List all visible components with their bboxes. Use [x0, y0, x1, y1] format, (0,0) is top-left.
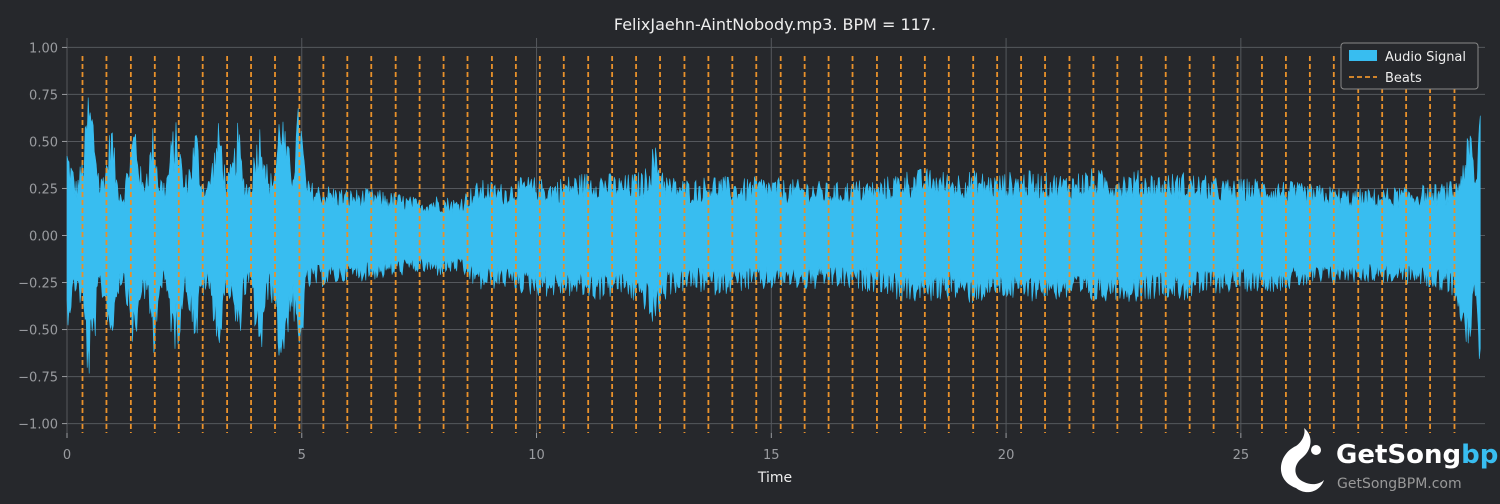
y-tick-label: −0.75: [18, 371, 58, 386]
x-tick-label: 15: [763, 448, 780, 463]
chart-title: FelixJaehn-AintNobody.mp3. BPM = 117.: [614, 15, 936, 34]
watermark-logo: GetSongbpm GetSongBPM.com: [1280, 428, 1500, 493]
y-tick-label: 0.75: [29, 88, 58, 103]
x-tick-label: 5: [298, 448, 306, 463]
audio-signal-area: [66, 97, 1481, 374]
x-axis-label: Time: [757, 470, 792, 486]
y-tick-label: −1.00: [18, 418, 58, 433]
bird-note-logo-icon: [1280, 428, 1324, 493]
x-tick-label: 0: [63, 448, 71, 463]
y-tick-label: −0.50: [18, 324, 58, 339]
y-tick-label: −0.25: [18, 277, 58, 292]
y-tick-label: 0.25: [29, 182, 58, 197]
y-tick-label: 0.50: [29, 135, 58, 150]
x-tick-label: 25: [1233, 448, 1250, 463]
y-tick-label: 1.00: [29, 41, 58, 56]
beats-layer: [81, 56, 1456, 433]
legend: Audio Signal Beats: [1340, 42, 1479, 90]
brand-main: GetSong: [1336, 440, 1461, 470]
legend-label-audio-signal: Audio Signal: [1385, 50, 1466, 65]
x-tick-label: 10: [528, 448, 545, 463]
legend-label-beats: Beats: [1385, 71, 1422, 86]
y-tick-label: 0.00: [29, 230, 58, 245]
brand-accent: bpm: [1461, 440, 1500, 470]
signal-layer: [66, 97, 1481, 374]
brand-url: GetSongBPM.com: [1337, 476, 1462, 492]
brand-text: GetSongbpm: [1336, 440, 1500, 470]
legend-swatch-audio-signal: [1349, 50, 1377, 61]
axes-layer: 1.00 0.75 0.50 0.25 0.00 −0.25 −0.50 −0.75 −1.00…: [18, 41, 1249, 463]
x-tick-label: 20: [998, 448, 1015, 463]
